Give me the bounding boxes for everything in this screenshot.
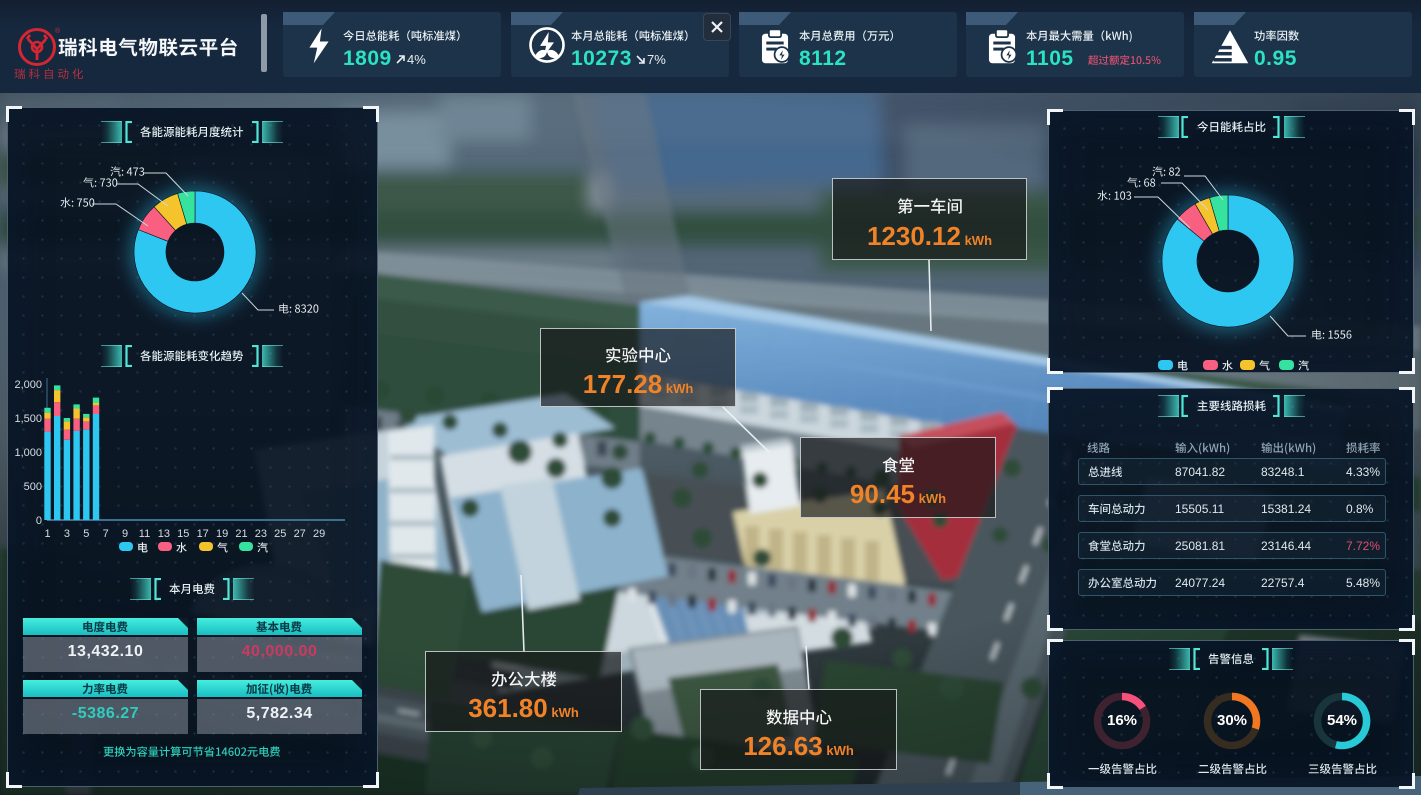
svg-text:5: 5: [83, 528, 89, 540]
svg-text:1: 1: [44, 528, 50, 540]
svg-text:2,000: 2,000: [14, 379, 42, 391]
svg-text:9: 9: [122, 528, 128, 540]
svg-text:11: 11: [139, 528, 150, 540]
svg-text:13: 13: [158, 528, 170, 540]
svg-text:17: 17: [197, 528, 209, 540]
svg-text:7: 7: [103, 528, 109, 540]
svg-text:25: 25: [274, 528, 286, 540]
svg-text:1,000: 1,000: [14, 447, 42, 459]
svg-text:19: 19: [216, 528, 228, 540]
svg-text:0: 0: [36, 515, 42, 527]
svg-text:500: 500: [24, 481, 42, 493]
svg-text:3: 3: [64, 528, 70, 540]
svg-text:27: 27: [294, 528, 306, 540]
svg-text:15: 15: [177, 528, 189, 540]
svg-text:®: ®: [55, 27, 61, 35]
svg-text:21: 21: [235, 528, 247, 540]
svg-text:23: 23: [255, 528, 267, 540]
svg-text:29: 29: [313, 528, 325, 540]
svg-text:1,500: 1,500: [14, 413, 42, 425]
